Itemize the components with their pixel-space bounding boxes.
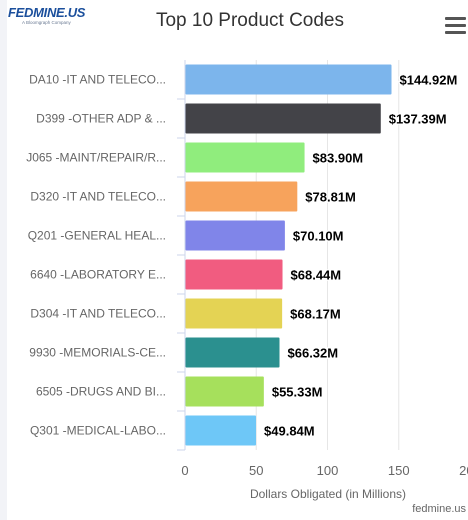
bar-data-label: $144.92M [400,73,458,88]
bar [185,142,305,173]
bar [185,64,392,95]
bar-data-label: $55.33M [272,385,323,400]
bar-data-label: $49.84M [264,424,315,439]
logo-text: FEDMINE.US [8,5,86,20]
bar-data-label: $137.39M [389,112,447,127]
bar [185,103,381,134]
footer-credit: fedmine.us [412,503,466,515]
category-label: D320 -IT AND TELECO... [30,190,166,204]
bar-data-label: $78.81M [305,190,356,205]
bar [185,337,280,368]
category-label: J065 -MAINT/REPAIR/R... [26,151,166,165]
bar [185,220,285,251]
x-tick-label: 100 [317,463,339,478]
bar-data-label: $68.17M [290,307,341,322]
hamburger-menu-icon[interactable] [445,17,466,35]
category-label: DA10 -IT AND TELECO... [29,73,166,87]
left-edge-strip [0,0,7,520]
category-label: Q201 -GENERAL HEAL... [28,229,166,243]
category-label: 6640 -LABORATORY E... [30,268,166,282]
bar [185,259,283,290]
x-tick-label: 150 [388,463,410,478]
category-label: D399 -OTHER ADP & ... [36,112,166,126]
chart-title: Top 10 Product Codes [155,10,344,31]
bar-data-label: $66.32M [288,346,339,361]
bar [185,181,298,212]
bar [185,415,257,446]
x-tick-label: 200 [459,463,468,478]
bar-data-label: $68.44M [291,268,342,283]
category-label: 9930 -MEMORIALS-CE... [29,346,166,360]
category-label: D304 -IT AND TELECO... [30,307,166,321]
bar [185,298,283,329]
bar-data-label: $83.90M [313,151,364,166]
bar-data-label: $70.10M [293,229,344,244]
category-label: Q301 -MEDICAL-LABO... [30,424,166,438]
category-label: 6505 -DRUGS AND BI... [36,385,166,399]
x-axis-title: Dollars Obligated (in Millions) [250,487,406,501]
x-tick-label: 0 [181,463,188,478]
bar [185,376,264,407]
x-tick-label: 50 [249,463,263,478]
fedmine-logo: FEDMINE.US A Bloomgraph Company [8,6,92,34]
logo-subtext: A Bloomgraph Company [22,20,71,25]
